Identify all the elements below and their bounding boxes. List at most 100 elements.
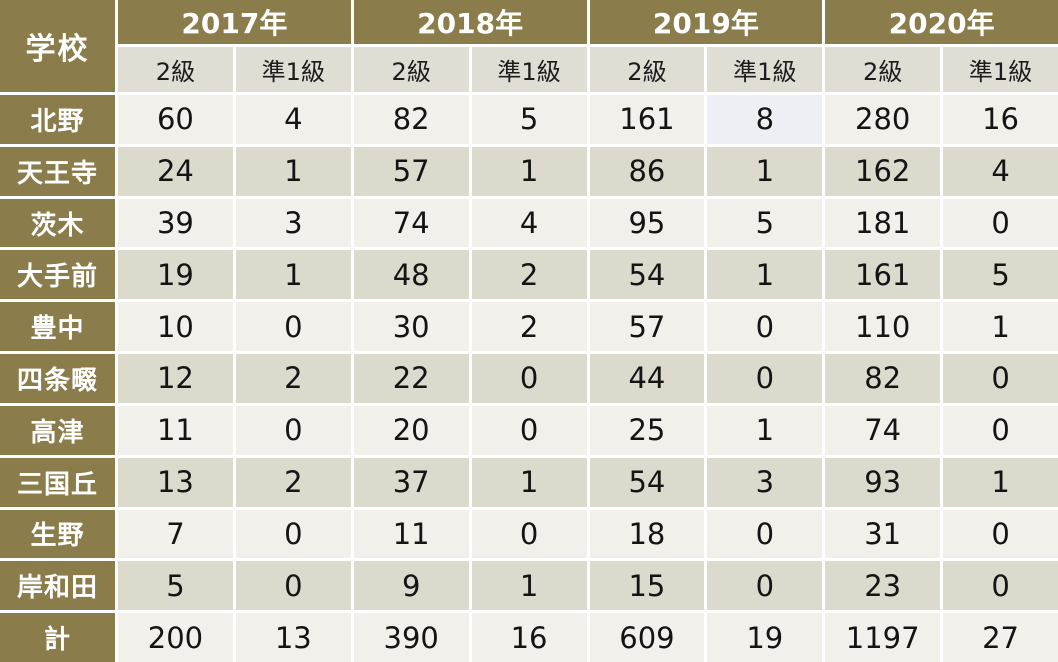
value-cell: 8 (707, 95, 823, 144)
value-cell: 82 (825, 354, 941, 403)
row-header-school: 茨木 (0, 198, 115, 248)
value-cell: 31 (825, 509, 941, 559)
value-cell: 2 (471, 250, 587, 300)
value-cell: 13 (118, 457, 233, 507)
value-cell: 4 (235, 95, 351, 144)
value-cell: 25 (589, 405, 705, 455)
value-cell: 2 (471, 302, 587, 352)
value-cell: 22 (353, 354, 469, 403)
value-cell: 1197 (825, 613, 941, 662)
value-cell: 1 (235, 146, 351, 196)
value-cell: 0 (235, 302, 351, 352)
row-header-school: 岸和田 (0, 561, 115, 611)
value-cell: 162 (825, 146, 941, 196)
value-cell: 23 (825, 561, 941, 611)
value-cell: 5 (118, 561, 233, 611)
value-cell: 161 (589, 95, 705, 144)
value-cell: 0 (707, 509, 823, 559)
value-cell: 11 (353, 509, 469, 559)
value-cell: 1 (943, 302, 1058, 352)
level-header: 2級 (353, 47, 469, 92)
value-cell: 181 (825, 198, 941, 248)
value-cell: 57 (589, 302, 705, 352)
value-cell: 0 (943, 198, 1058, 248)
level-header: 準1級 (471, 47, 587, 92)
value-cell: 0 (471, 509, 587, 559)
row-header-school: 北野 (0, 95, 115, 144)
value-cell: 5 (471, 95, 587, 144)
value-cell: 1 (235, 250, 351, 300)
level-header: 2級 (118, 47, 233, 92)
value-cell: 18 (589, 509, 705, 559)
value-cell: 0 (943, 509, 1058, 559)
value-cell: 4 (471, 198, 587, 248)
value-cell: 48 (353, 250, 469, 300)
value-cell: 13 (235, 613, 351, 662)
year-header-2017: 2017年 (118, 0, 351, 44)
value-cell: 11 (118, 405, 233, 455)
value-cell: 0 (943, 561, 1058, 611)
value-cell: 0 (471, 354, 587, 403)
value-cell: 57 (353, 146, 469, 196)
value-cell: 0 (471, 405, 587, 455)
value-cell: 1 (471, 561, 587, 611)
year-header-2018: 2018年 (353, 0, 587, 44)
value-cell: 4 (943, 146, 1058, 196)
value-cell: 86 (589, 146, 705, 196)
value-cell: 1 (943, 457, 1058, 507)
value-cell: 1 (707, 146, 823, 196)
value-cell: 0 (943, 354, 1058, 403)
value-cell: 60 (118, 95, 233, 144)
row-header-school: 天王寺 (0, 146, 115, 196)
value-cell: 19 (707, 613, 823, 662)
level-header: 準1級 (707, 47, 823, 92)
value-cell: 0 (707, 561, 823, 611)
value-cell: 3 (707, 457, 823, 507)
value-cell: 54 (589, 457, 705, 507)
value-cell: 3 (235, 198, 351, 248)
row-header-school: 生野 (0, 509, 115, 559)
value-cell: 15 (589, 561, 705, 611)
value-cell: 2 (235, 354, 351, 403)
value-cell: 2 (235, 457, 351, 507)
level-header: 準1級 (235, 47, 351, 92)
row-header-total: 計 (0, 613, 115, 662)
value-cell: 0 (235, 509, 351, 559)
value-cell: 44 (589, 354, 705, 403)
value-cell: 280 (825, 95, 941, 144)
row-header-school: 豊中 (0, 302, 115, 352)
value-cell: 39 (118, 198, 233, 248)
value-cell: 7 (118, 509, 233, 559)
value-cell: 5 (943, 250, 1058, 300)
value-cell: 12 (118, 354, 233, 403)
value-cell: 0 (707, 354, 823, 403)
level-header: 2級 (825, 47, 941, 92)
value-cell: 161 (825, 250, 941, 300)
value-cell: 30 (353, 302, 469, 352)
level-header: 準1級 (943, 47, 1058, 92)
value-cell: 390 (353, 613, 469, 662)
level-header: 2級 (589, 47, 705, 92)
value-cell: 110 (825, 302, 941, 352)
value-cell: 1 (707, 405, 823, 455)
value-cell: 24 (118, 146, 233, 196)
value-cell: 74 (825, 405, 941, 455)
value-cell: 10 (118, 302, 233, 352)
value-cell: 609 (589, 613, 705, 662)
value-cell: 27 (943, 613, 1058, 662)
row-header-school: 高津 (0, 405, 115, 455)
value-cell: 5 (707, 198, 823, 248)
row-header-school: 三国丘 (0, 457, 115, 507)
value-cell: 16 (943, 95, 1058, 144)
value-cell: 9 (353, 561, 469, 611)
value-cell: 1 (471, 146, 587, 196)
value-cell: 0 (235, 561, 351, 611)
value-cell: 93 (825, 457, 941, 507)
value-cell: 1 (471, 457, 587, 507)
value-cell: 54 (589, 250, 705, 300)
value-cell: 74 (353, 198, 469, 248)
row-header-school: 大手前 (0, 250, 115, 300)
year-header-2020: 2020年 (825, 0, 1058, 44)
value-cell: 20 (353, 405, 469, 455)
